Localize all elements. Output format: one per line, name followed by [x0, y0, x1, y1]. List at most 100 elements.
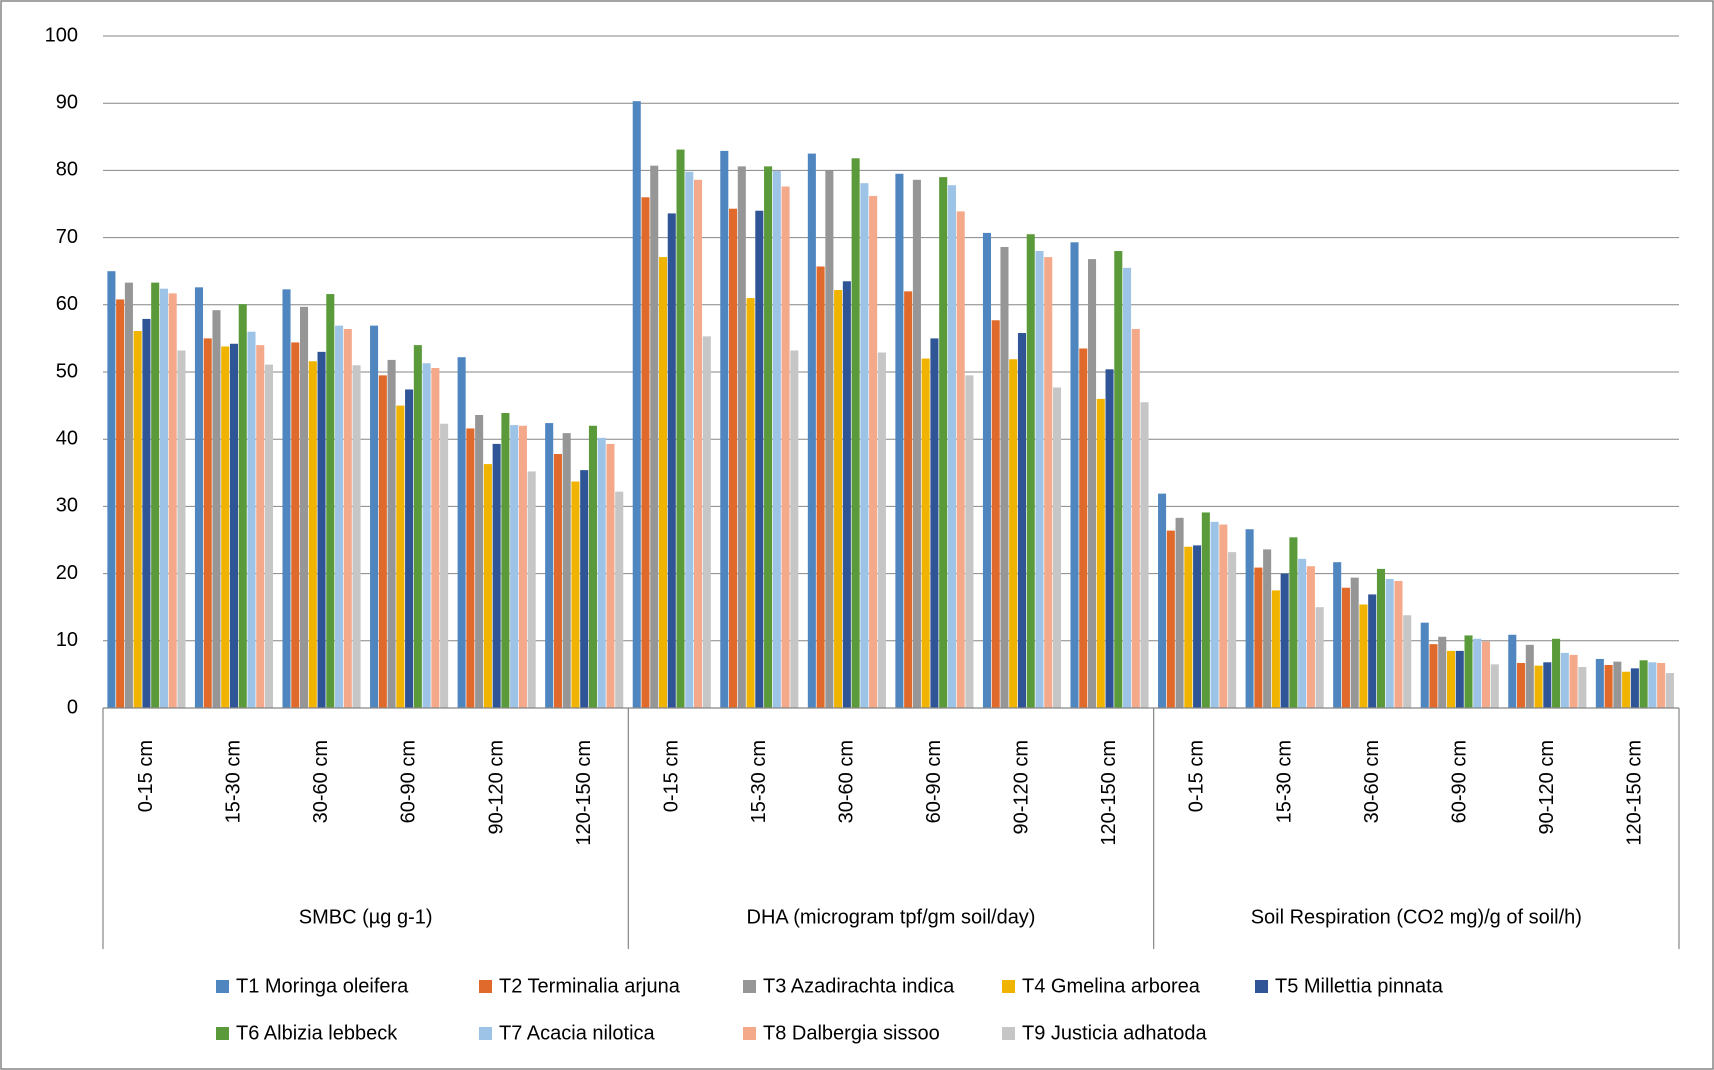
bar — [378, 375, 387, 708]
bar — [746, 298, 755, 708]
bar — [308, 361, 317, 708]
bar — [1376, 568, 1385, 708]
group-label: Soil Respiration (CO2 mg)/g of soil/h) — [1251, 906, 1582, 928]
bar — [1026, 234, 1035, 709]
bar — [1657, 662, 1666, 708]
bar — [387, 359, 396, 708]
legend-swatch — [743, 980, 756, 993]
y-tick-label: 60 — [56, 293, 78, 315]
bar — [291, 342, 300, 708]
bar — [422, 363, 431, 708]
bar — [1044, 257, 1053, 708]
bar — [1543, 662, 1552, 708]
group-label: DHA (microgram tpf/gm soil/day) — [747, 906, 1036, 928]
legend-label: T4 Gmelina arborea — [1022, 975, 1201, 997]
bar — [1228, 552, 1237, 708]
legend-label: T2 Terminalia arjuna — [499, 975, 681, 997]
bar — [1394, 580, 1403, 708]
bar — [764, 166, 773, 709]
bar — [194, 287, 203, 708]
bar — [247, 331, 256, 708]
bar — [168, 293, 177, 708]
bar — [904, 291, 913, 708]
x-tick-label: 30-60 cm — [310, 740, 332, 823]
bar — [1622, 671, 1631, 708]
bar — [1595, 658, 1604, 708]
legend-label: T9 Justicia adhatoda — [1022, 1022, 1207, 1044]
bar — [282, 289, 291, 708]
bar — [1464, 635, 1473, 708]
bar — [1482, 641, 1491, 708]
bar — [352, 365, 361, 708]
bar — [413, 345, 422, 708]
x-tick-label: 60-90 cm — [1448, 740, 1470, 823]
legend-swatch — [1002, 980, 1015, 993]
bar — [1604, 664, 1613, 708]
bar — [1639, 660, 1648, 708]
bar — [667, 213, 676, 708]
bar — [781, 186, 790, 708]
bar — [264, 364, 274, 708]
bar — [1193, 545, 1202, 708]
y-tick-label: 10 — [56, 629, 78, 651]
legend-swatch — [216, 980, 229, 993]
bar — [256, 345, 265, 708]
bar — [370, 325, 379, 708]
x-tick-label: 120-150 cm — [573, 740, 595, 846]
legend-swatch — [743, 1027, 756, 1040]
bar — [545, 423, 554, 708]
legend-label: T1 Moringa oleifera — [236, 975, 409, 997]
legend-label: T8 Dalbergia sissoo — [763, 1022, 940, 1044]
bar — [1368, 594, 1377, 708]
bar — [658, 257, 668, 708]
bar — [921, 358, 930, 708]
bar — [641, 197, 650, 708]
legend-label: T6 Albizia lebbeck — [236, 1022, 398, 1044]
bar — [1017, 333, 1027, 708]
legend-label: T3 Azadirachta indica — [763, 975, 955, 997]
bar — [116, 299, 125, 708]
bar — [860, 183, 869, 709]
bar — [930, 338, 939, 708]
bar — [676, 149, 685, 708]
y-tick-label: 80 — [56, 159, 78, 181]
bar — [501, 412, 510, 708]
bar — [1131, 328, 1140, 708]
bar — [1298, 558, 1307, 708]
group-label: SMBC (µg g-1) — [299, 906, 433, 928]
bar — [816, 266, 825, 708]
y-tick-label: 50 — [56, 360, 78, 382]
bar — [1560, 652, 1569, 708]
bar — [212, 310, 221, 708]
bar — [1420, 622, 1429, 708]
bar — [869, 195, 878, 708]
bar — [1552, 638, 1561, 708]
bar — [1359, 604, 1368, 708]
bar — [1088, 259, 1097, 708]
bar — [790, 350, 799, 708]
bar — [851, 158, 860, 708]
bar — [466, 428, 475, 708]
bar — [1184, 546, 1193, 708]
bar — [1158, 493, 1167, 708]
bar — [483, 464, 492, 708]
bar — [124, 282, 133, 708]
bar — [1333, 562, 1342, 708]
bar — [1035, 251, 1044, 709]
bar — [151, 282, 160, 708]
bar — [1438, 636, 1447, 708]
bar — [1350, 577, 1359, 708]
bar — [1123, 267, 1132, 708]
bar — [685, 171, 694, 708]
bar — [606, 443, 615, 708]
bar — [1105, 369, 1114, 708]
bar — [807, 153, 816, 709]
bar — [1429, 644, 1438, 708]
bar — [1315, 607, 1324, 708]
bar — [939, 177, 948, 708]
y-tick-label: 0 — [67, 696, 78, 718]
legend-label: T7 Acacia nilotica — [499, 1022, 656, 1044]
bar — [737, 166, 746, 709]
bar — [597, 437, 606, 708]
bar — [1009, 359, 1018, 708]
